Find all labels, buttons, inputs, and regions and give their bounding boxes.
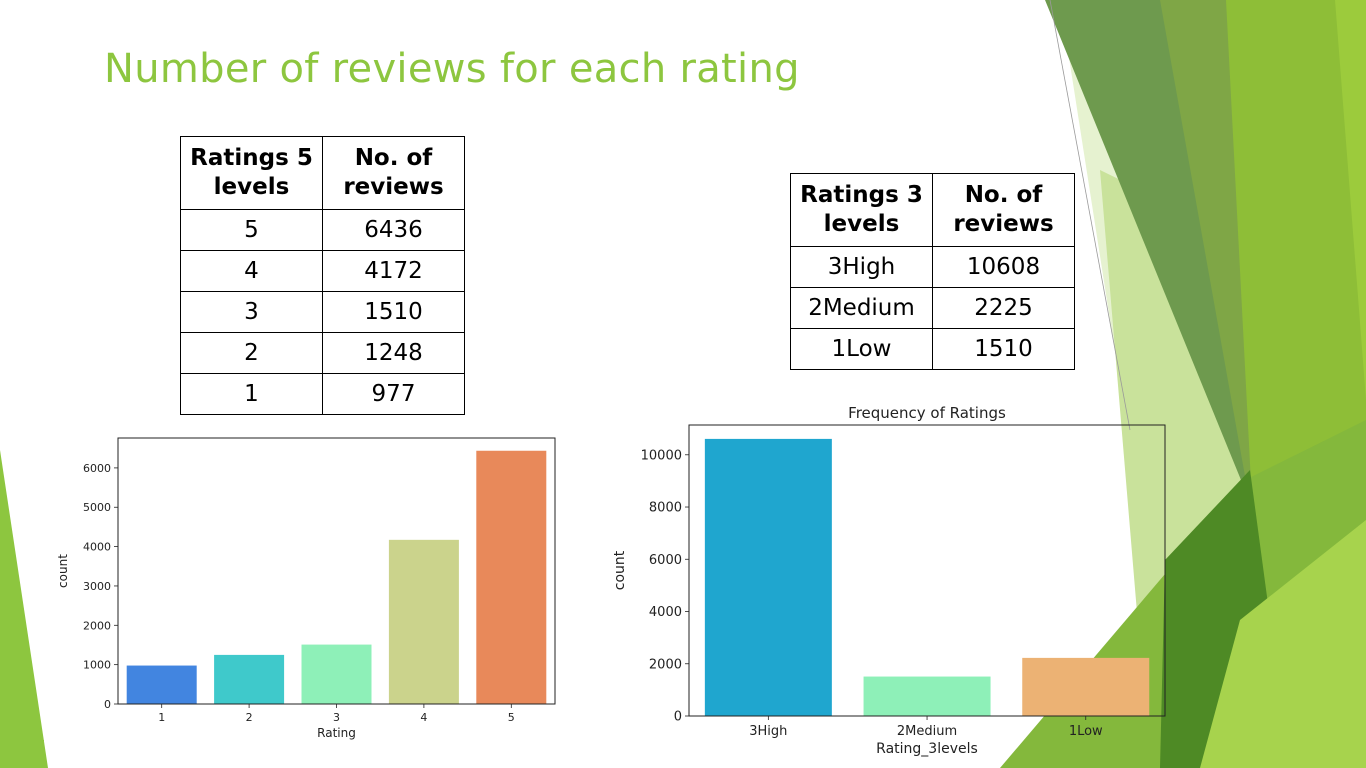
deco-facet-green — [1335, 0, 1366, 400]
table-cell: 2 — [180, 332, 323, 374]
chart2-title: Frequency of Ratings — [848, 404, 1006, 422]
chart2-x-tick-label: 1Low — [1069, 724, 1103, 739]
chart1-bar-4 — [388, 539, 459, 704]
table-cell: 1 — [180, 373, 323, 415]
table-cell: 6436 — [322, 209, 465, 251]
chart2-bar-2medium — [863, 676, 991, 716]
chart1-y-tick-label: 3000 — [83, 580, 111, 593]
table-cell: 4172 — [322, 250, 465, 292]
table-cell: 977 — [322, 373, 465, 415]
chart1-y-tick-label: 4000 — [83, 541, 111, 554]
table-row: 5 6436 — [180, 209, 465, 251]
deco-left-strip — [0, 740, 44, 768]
table-cell: 4 — [180, 250, 323, 292]
chart2-y-tick-label: 2000 — [649, 657, 682, 672]
table-row: 1 977 — [180, 373, 465, 415]
table-cell: 3High — [790, 246, 933, 288]
deco-thin-line — [1049, 0, 1131, 431]
table-cell: 1248 — [322, 332, 465, 374]
table-row: 2Medium 2225 — [790, 287, 1075, 329]
chart1-bar-1 — [126, 665, 197, 704]
table-cell: 1510 — [932, 328, 1075, 370]
chart2-y-tick-label: 8000 — [649, 501, 682, 516]
chart2-y-tick-label: 0 — [674, 710, 682, 725]
chart1-x-axis-label: Rating — [317, 726, 356, 740]
chart1-bar-2 — [214, 654, 285, 704]
table-header-row: Ratings 3 levels No. of reviews — [790, 173, 1075, 247]
chart2-x-tick-label: 3High — [749, 724, 787, 739]
chart1-bar-5 — [476, 450, 547, 704]
chart2-y-tick-label: 4000 — [649, 605, 682, 620]
chart1-x-tick-label: 1 — [158, 711, 165, 724]
table-cell: 2Medium — [790, 287, 933, 329]
table-cell: 1Low — [790, 328, 933, 370]
chart2-bar-3high — [704, 438, 832, 716]
table-row: 1Low 1510 — [790, 328, 1075, 370]
table-cell: 2225 — [932, 287, 1075, 329]
table-row: 4 4172 — [180, 250, 465, 292]
table-cell: 10608 — [932, 246, 1075, 288]
table-row: 3 1510 — [180, 291, 465, 333]
chart1-y-tick-label: 0 — [104, 698, 111, 711]
deco-left-facet — [0, 450, 48, 768]
chart2-y-axis-label: count — [612, 550, 628, 590]
chart1-y-tick-label: 5000 — [83, 501, 111, 514]
ratings-3-levels-table: Ratings 3 levels No. of reviews 3High 10… — [790, 173, 1075, 370]
chart1-y-tick-label: 2000 — [83, 619, 111, 632]
chart1-plot-frame — [117, 437, 556, 705]
chart1-x-tick-label: 3 — [333, 711, 340, 724]
table-cell: 1510 — [322, 291, 465, 333]
chart1-bar-3 — [301, 644, 372, 704]
deco-facet-light-low — [1200, 520, 1366, 768]
slide-title: Number of reviews for each rating — [104, 46, 800, 92]
chart1-y-tick-label: 1000 — [83, 659, 111, 672]
table-row: 3High 10608 — [790, 246, 1075, 288]
chart2-x-axis-label: Rating_3levels — [876, 741, 978, 757]
chart1-y-tick-label: 6000 — [83, 462, 111, 475]
chart1-x-tick-label: 5 — [508, 711, 515, 724]
chart2-plot-frame — [688, 424, 1166, 717]
chart1-x-tick-label: 2 — [246, 711, 253, 724]
ratings-5-levels-table: Ratings 5 levels No. of reviews 5 6436 4… — [180, 136, 465, 415]
chart1-y-axis-label: count — [56, 554, 70, 588]
table-header-cell: No. of reviews — [932, 173, 1075, 247]
chart2-x-tick-label: 2Medium — [897, 724, 957, 739]
table-header-cell: Ratings 3 levels — [790, 173, 933, 247]
table-cell: 3 — [180, 291, 323, 333]
table-header-cell: No. of reviews — [322, 136, 465, 210]
chart1-x-tick-label: 4 — [420, 711, 427, 724]
chart2-bar-1low — [1022, 657, 1150, 716]
chart2-y-tick-label: 10000 — [641, 448, 682, 463]
chart2-y-tick-label: 6000 — [649, 553, 682, 568]
table-row: 2 1248 — [180, 332, 465, 374]
